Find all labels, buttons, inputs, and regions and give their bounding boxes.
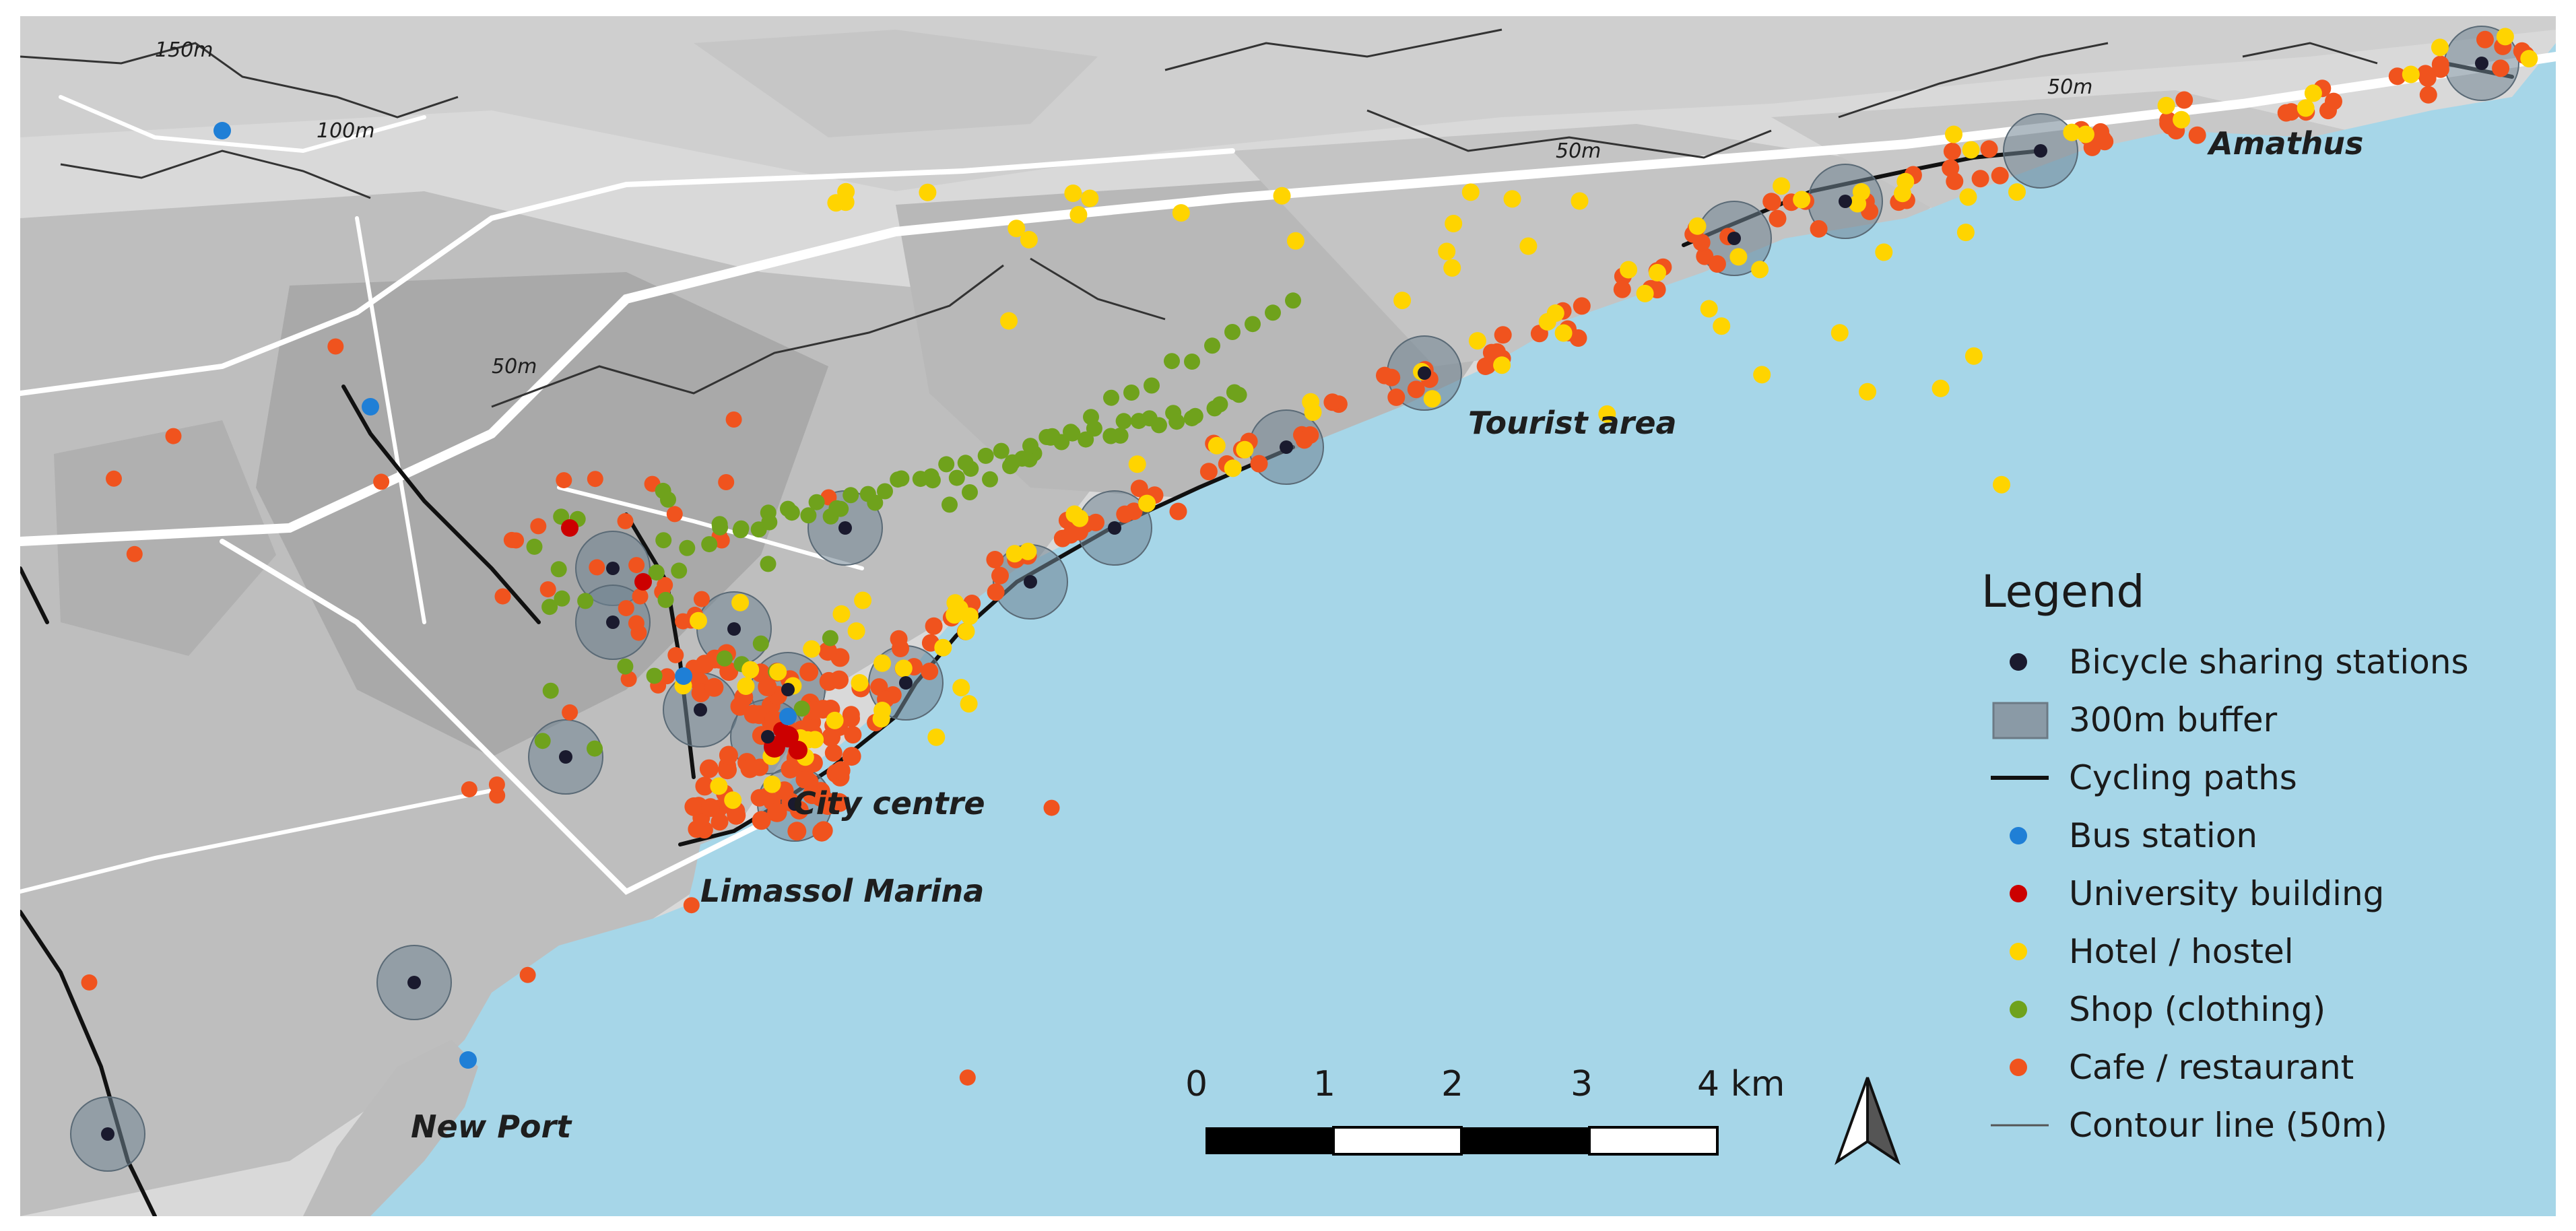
legend-item: University building [1981,865,2534,923]
contour-label: 150m [155,38,213,62]
scale-bar-graphic [1206,1126,1719,1156]
legend-label: University building [2069,874,2385,913]
sea-area [357,43,2556,1216]
scale-bar: 0 1 2 3 4 km [1185,1064,1805,1165]
legend-symbol-icon [2010,653,2027,671]
legend-symbol-icon [1991,1124,2049,1127]
legend-title: Legend [1981,566,2145,618]
legend-symbol-icon [1992,702,2049,739]
legend-symbol-icon [2010,1059,2027,1076]
legend-item: Contour line (50m) [1981,1096,2534,1154]
legend-item: Bus station [1981,807,2534,865]
scale-tick-2: 2 [1441,1064,1464,1104]
legend-label: Contour line (50m) [2069,1106,2387,1145]
contour-label: 50m [492,355,537,378]
hotel-hostel-points [674,28,2538,809]
legend-item: Cycling paths [1981,749,2534,807]
scale-tick-3: 3 [1571,1064,1593,1104]
map-canvas[interactable]: Amathus Tourist area City centre Limasso… [20,16,2556,1216]
legend-label: 300m buffer [2069,700,2278,739]
scale-tick-4: 4 km [1697,1064,1785,1104]
contour-label: 50m [2047,75,2092,99]
legend-label: Cafe / restaurant [2069,1048,2354,1087]
contour-label: 100m [317,119,374,143]
new-port-pier [303,1040,478,1216]
legend: Legend Bicycle sharing stations 300m buff… [1961,552,2540,1212]
legend-symbol-icon [2010,827,2027,844]
legend-label: Hotel / hostel [2069,932,2294,971]
scale-tick-0: 0 [1185,1064,1208,1104]
bus-station-points [213,122,797,1069]
legend-symbol-icon [2010,943,2027,960]
legend-label: Cycling paths [2069,758,2297,797]
legend-item: Bicycle sharing stations [1981,633,2534,691]
label-city-centre: City centre [793,785,985,822]
map-frame[interactable]: Amathus Tourist area City centre Limasso… [20,16,2556,1216]
legend-item: 300m buffer [1981,691,2534,749]
scale-tick-1: 1 [1313,1064,1336,1104]
bicycle-sharing-stations [101,57,2488,1141]
legend-item: Shop (clothing) [1981,980,2534,1038]
legend-label: Shop (clothing) [2069,990,2326,1029]
road-network [20,52,2556,895]
legend-label: Bicycle sharing stations [2069,642,2469,681]
label-amathus: Amathus [2207,125,2363,162]
legend-symbol-icon [1991,776,2049,780]
label-limassol-marina: Limassol Marina [700,873,984,909]
label-tourist-area: Tourist area [1468,405,1677,441]
legend-symbol-icon [2010,885,2027,902]
legend-item: Hotel / hostel [1981,923,2534,980]
legend-symbol-icon [2010,1001,2027,1018]
legend-label: Bus station [2069,816,2258,855]
legend-item: Cafe / restaurant [1981,1038,2534,1096]
contour-lines [20,28,2378,408]
contour-label: 50m [1556,139,1601,163]
north-arrow-icon [1830,1074,1905,1168]
label-new-port: New Port [411,1108,572,1145]
